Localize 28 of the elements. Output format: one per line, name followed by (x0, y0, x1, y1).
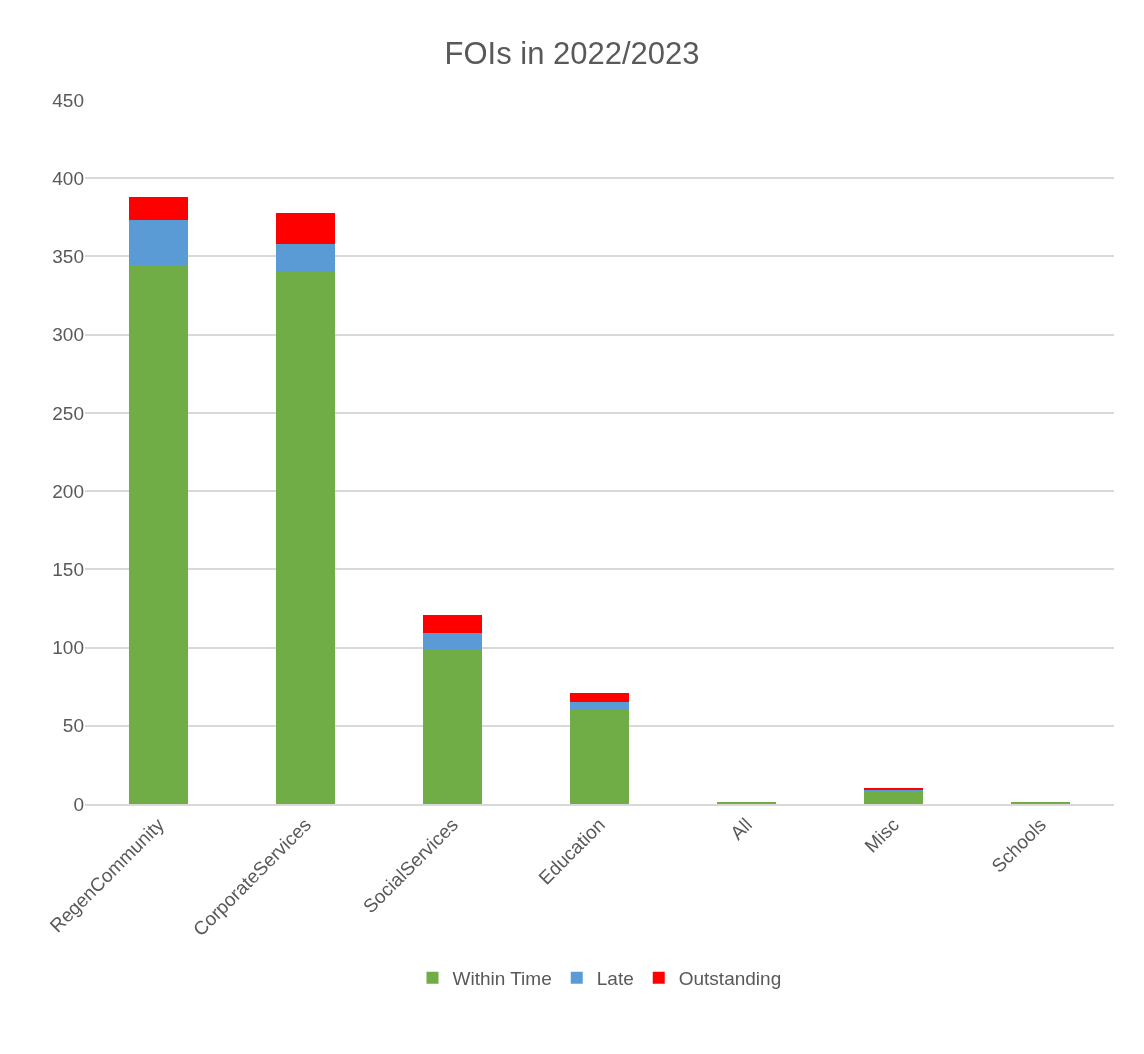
bar (129, 197, 188, 221)
y-tick-label: 300 (52, 324, 84, 346)
bar (570, 710, 629, 804)
legend-label: Within Time (452, 968, 552, 990)
y-tick-label: 50 (62, 715, 84, 737)
bar (129, 220, 188, 266)
bar (423, 633, 482, 650)
bar (276, 243, 335, 271)
y-tick-label: 100 (52, 637, 84, 659)
y-tick-label: 250 (52, 402, 84, 424)
chart-title: FOIs in 2022/2023 (444, 35, 700, 71)
bar (570, 692, 629, 703)
bar (129, 265, 188, 804)
bar (570, 702, 629, 711)
y-tick-label: 200 (52, 480, 84, 502)
y-tick-label: 350 (52, 246, 84, 268)
y-tick-label: 400 (52, 167, 84, 189)
y-tick-label: 450 (52, 89, 84, 111)
x-tick-label: All (726, 814, 757, 844)
bar (423, 614, 482, 634)
bar (276, 212, 335, 244)
y-tick-label: 0 (73, 793, 84, 815)
legend-label: Late (596, 968, 634, 990)
y-tick-label: 150 (52, 558, 84, 580)
legend-label: Outstanding (678, 968, 782, 990)
bar (276, 270, 335, 804)
bar (864, 791, 923, 804)
bar (423, 649, 482, 804)
